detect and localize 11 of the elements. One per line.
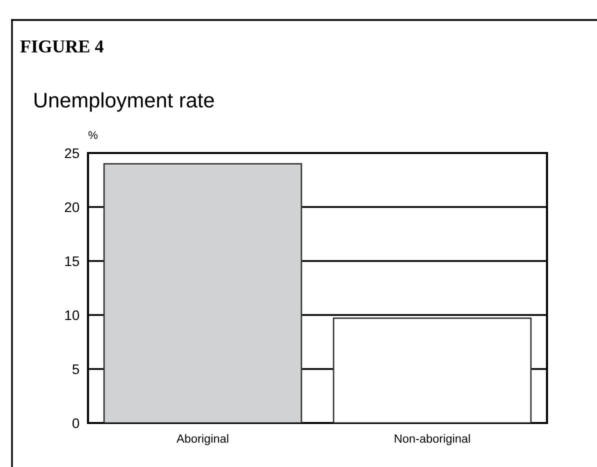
y-tick-label: 25 <box>64 148 80 158</box>
chart-title: FIGURE 4 <box>20 40 104 53</box>
y-tick-label: 10 <box>65 310 80 320</box>
x-tick-label: Non-aboriginal <box>394 434 470 446</box>
y-tick-label: 20 <box>64 202 80 212</box>
y-axis-title: % <box>88 131 98 139</box>
y-tick-label: 0 <box>72 418 80 428</box>
y-tick-label: 15 <box>65 256 80 266</box>
chart-subtitle: Unemployment rate <box>34 92 214 112</box>
x-tick-label: Aboriginal <box>176 434 228 446</box>
y-tick-label: 5 <box>72 364 80 374</box>
